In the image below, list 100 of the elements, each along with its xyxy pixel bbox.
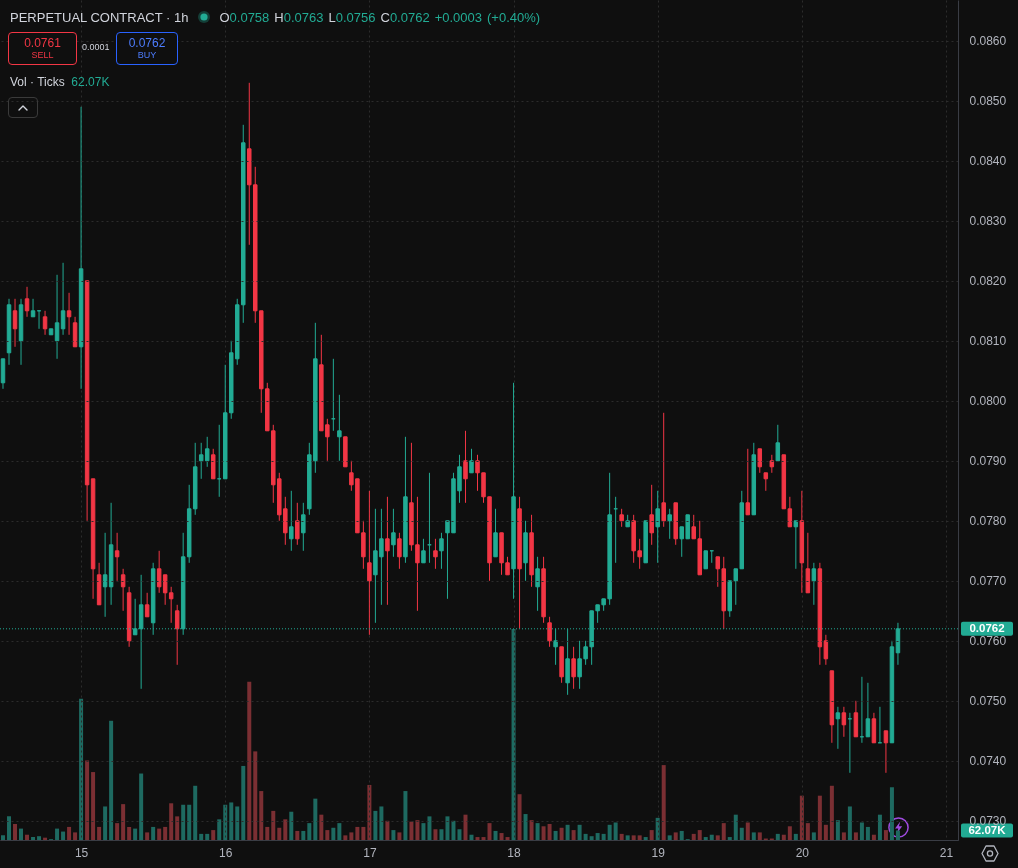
bar <box>139 773 144 840</box>
bar <box>505 837 510 840</box>
candlestick <box>745 448 751 516</box>
bar <box>85 760 90 840</box>
candlestick <box>757 448 763 474</box>
bar <box>337 823 342 840</box>
bar <box>619 833 624 840</box>
bar <box>157 828 162 840</box>
bar <box>583 833 588 840</box>
candlestick <box>114 532 120 582</box>
bar <box>751 832 756 840</box>
candlestick <box>655 490 660 564</box>
bar <box>847 806 852 840</box>
bar <box>889 787 894 840</box>
bar <box>481 837 486 840</box>
candlestick <box>841 706 847 738</box>
candlestick <box>649 484 654 546</box>
bar <box>679 830 684 840</box>
bar <box>73 832 78 840</box>
y-tick-label: 0.0830 <box>969 214 1007 229</box>
bar <box>415 820 420 840</box>
bar <box>691 833 696 840</box>
candlestick <box>30 298 36 318</box>
candlestick <box>433 538 438 570</box>
bar <box>265 826 270 840</box>
bar <box>403 791 408 840</box>
bar <box>421 823 426 840</box>
bar <box>529 820 534 840</box>
bar <box>637 835 642 840</box>
bar <box>445 816 450 840</box>
bar <box>547 823 552 840</box>
bar <box>601 833 606 840</box>
bar <box>631 835 636 840</box>
candlestick <box>805 532 811 594</box>
bar <box>241 765 246 840</box>
bar <box>253 751 258 840</box>
candlestick <box>210 448 216 480</box>
candlestick <box>883 730 889 774</box>
bar <box>247 681 252 840</box>
candlestick <box>835 706 841 750</box>
bar <box>469 834 474 840</box>
bar <box>301 830 306 840</box>
candlestick <box>0 358 6 390</box>
bar <box>127 826 132 840</box>
bar <box>91 772 96 840</box>
ref-line-label: 0.0762 <box>969 621 1005 634</box>
bar <box>211 830 216 840</box>
annotation: 62.07K <box>71 75 110 89</box>
text: PERPETUAL CONTRACT · 1h <box>10 9 189 25</box>
bar <box>823 824 828 840</box>
bar <box>199 833 204 840</box>
bar <box>553 830 558 840</box>
bar <box>325 830 330 840</box>
candlestick <box>367 490 372 636</box>
bar <box>643 837 648 840</box>
bar <box>385 820 390 840</box>
x-tick-label: 17 <box>363 845 377 860</box>
bar <box>13 823 18 840</box>
bar <box>169 803 174 840</box>
bar <box>817 795 822 840</box>
y-tick-label: 0.0850 <box>969 94 1007 109</box>
annotation: SELL <box>30 50 55 62</box>
bar <box>97 826 102 840</box>
bar <box>25 834 30 840</box>
bar <box>379 806 384 840</box>
bar <box>397 832 402 840</box>
bar <box>829 785 834 840</box>
bar <box>541 826 546 840</box>
x-tick-label: 18 <box>507 845 522 860</box>
bar <box>721 823 726 840</box>
bar <box>61 831 66 840</box>
bar <box>307 823 312 840</box>
bar <box>133 828 138 840</box>
bar <box>745 822 750 840</box>
bar <box>205 833 210 840</box>
bar <box>883 830 888 840</box>
bar <box>151 826 156 840</box>
bar <box>229 802 234 840</box>
bar <box>181 804 186 840</box>
candlestick <box>54 274 60 360</box>
bar <box>355 826 360 840</box>
bar <box>475 837 480 840</box>
candlestick <box>439 532 444 570</box>
bar <box>19 828 24 840</box>
bar <box>451 820 456 840</box>
bar <box>859 822 864 840</box>
candlestick <box>174 604 180 666</box>
candlestick <box>66 292 72 336</box>
bar <box>571 830 576 840</box>
candlestick <box>667 508 672 540</box>
bar <box>145 832 150 840</box>
x-tick-label: 15 <box>74 845 89 860</box>
annotation: BUY <box>136 50 158 62</box>
bar <box>715 835 720 840</box>
candlestick <box>397 532 402 570</box>
bar <box>577 824 582 840</box>
bar <box>463 814 468 840</box>
bar <box>625 835 630 840</box>
candlestick <box>661 412 666 528</box>
candlestick <box>337 394 342 462</box>
